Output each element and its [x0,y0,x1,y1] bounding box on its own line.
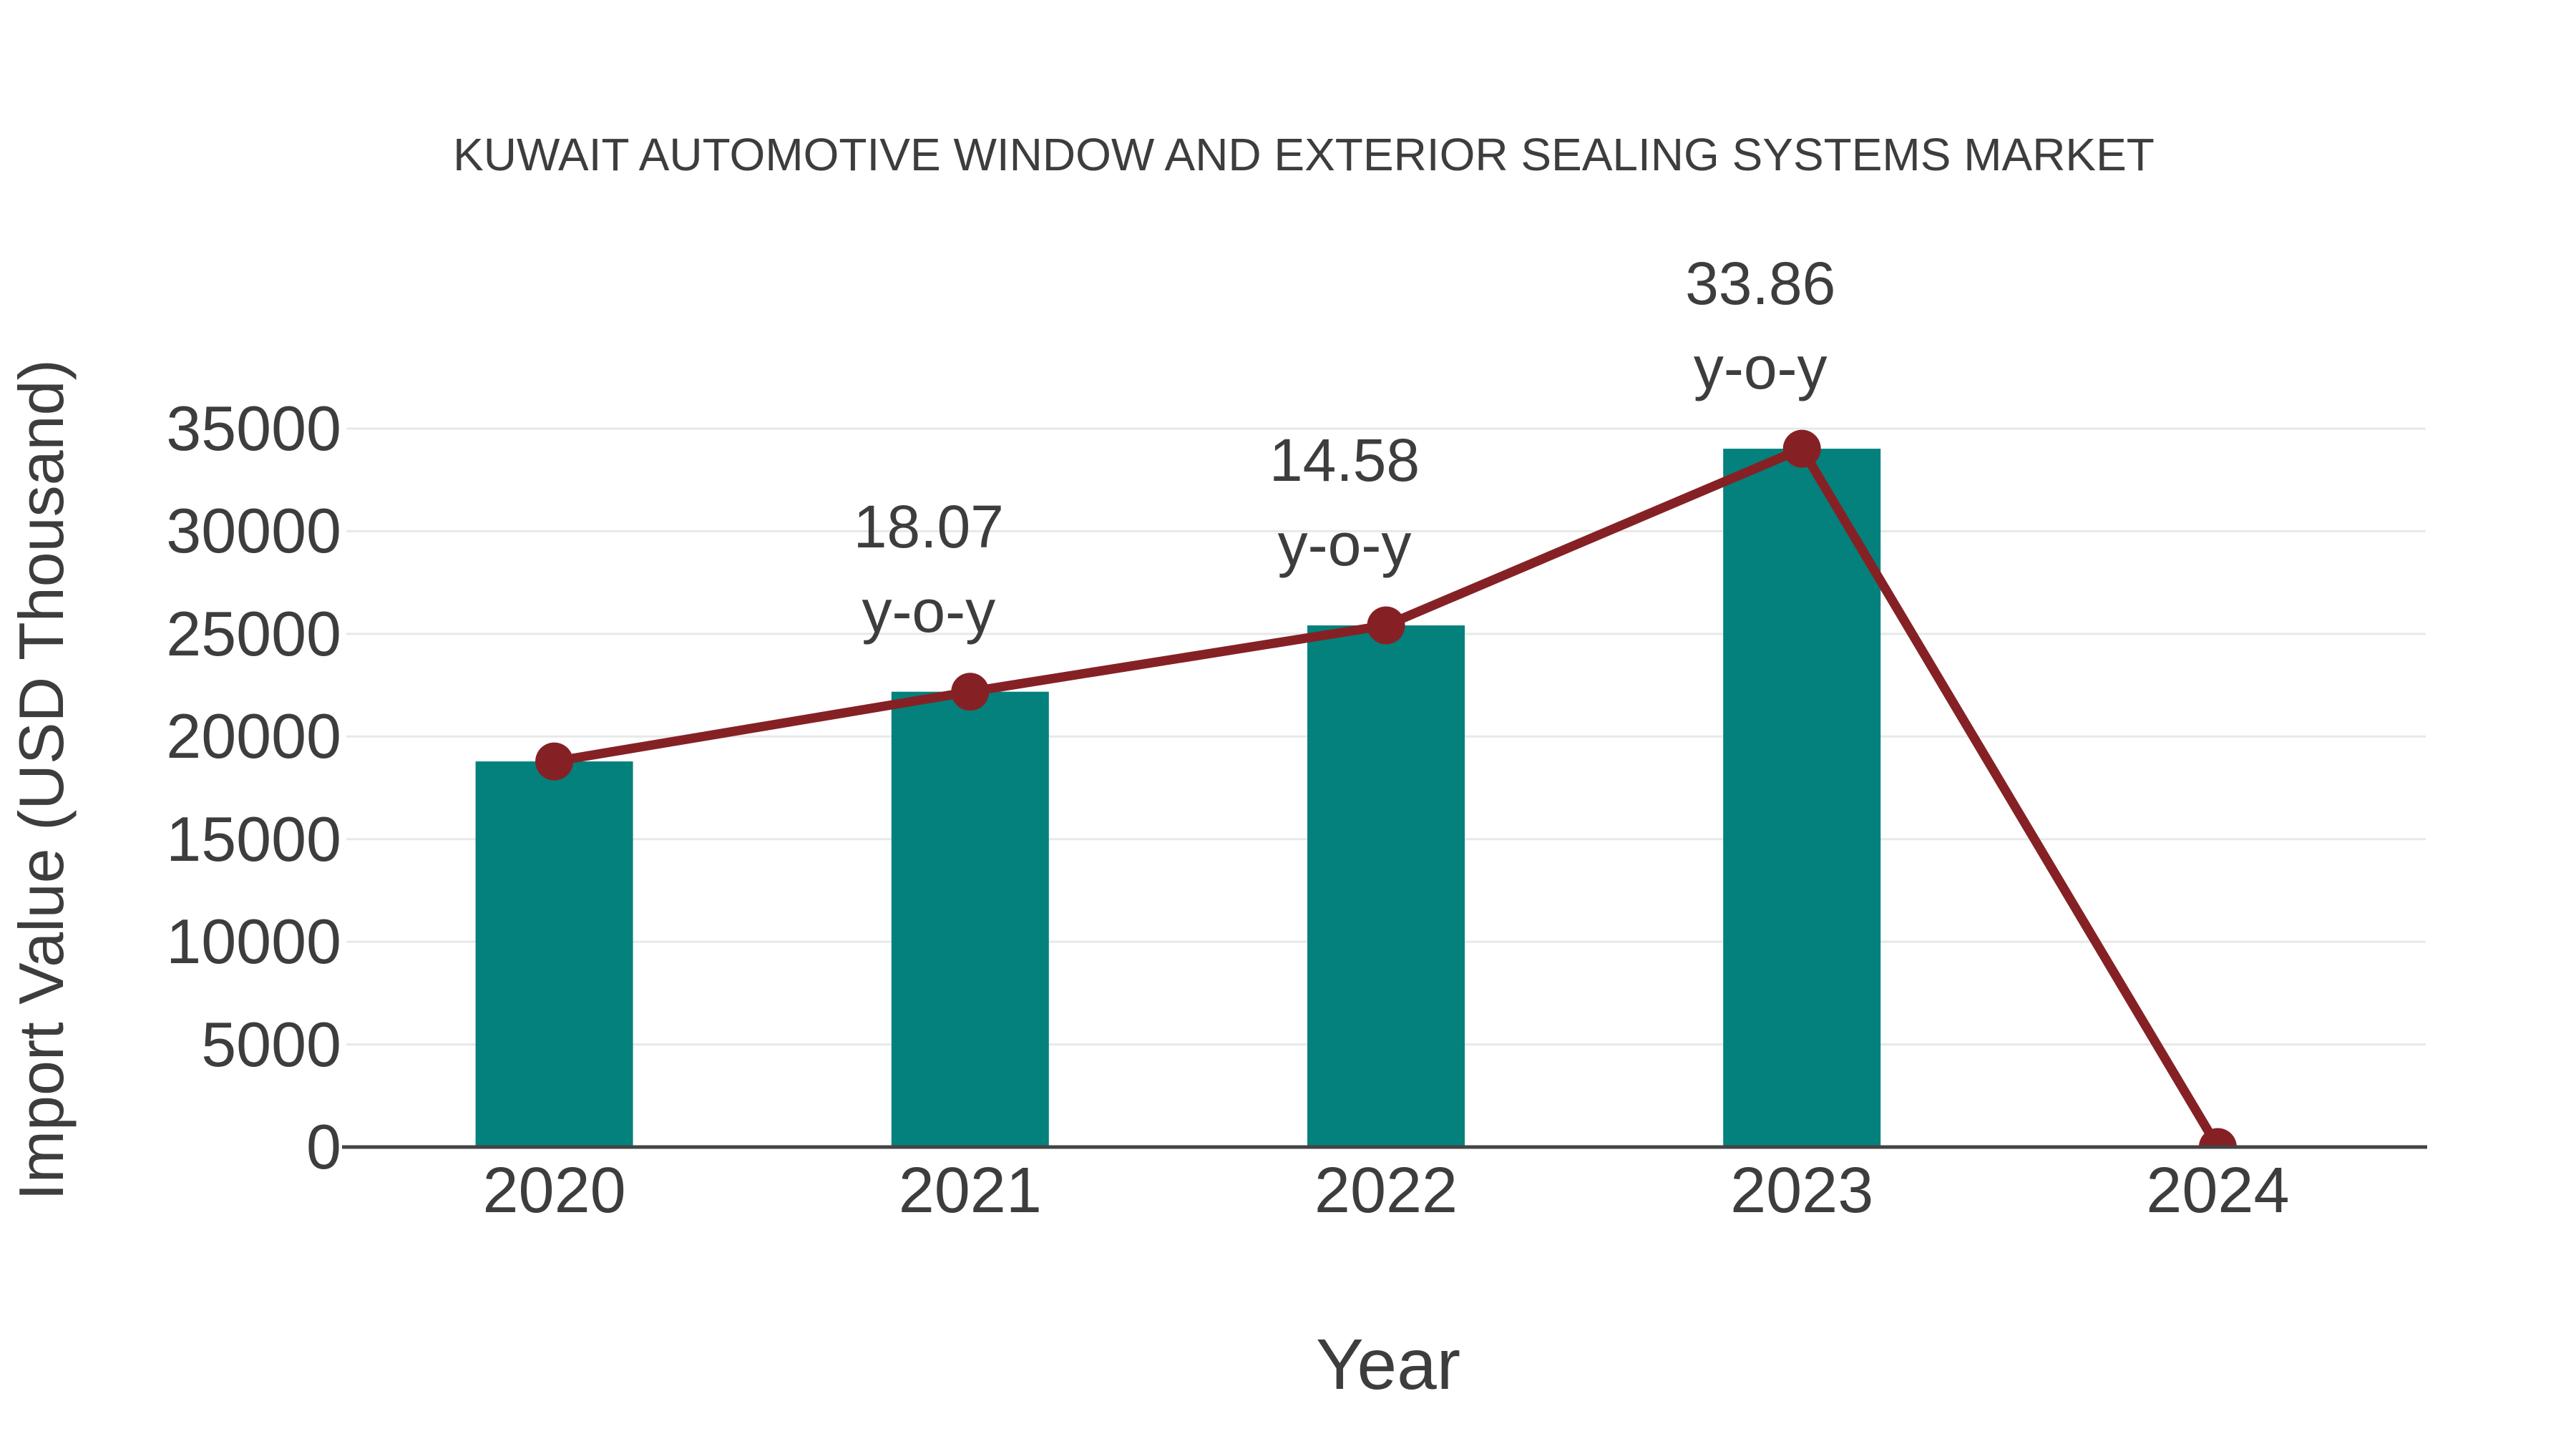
y-tick-label: 35000 [166,393,341,464]
bar-2021 [891,691,1049,1147]
annotation-value: 14.58 [1269,426,1420,494]
annotation-value: 33.86 [1685,250,1836,318]
annotation-sublabel: y-o-y [862,577,996,645]
x-tick-label: 2021 [898,1155,1042,1226]
bar-2023 [1723,449,1881,1147]
data-point-2021 [951,673,990,711]
chart-title: KUWAIT AUTOMOTIVE WINDOW AND EXTERIOR SE… [453,129,2155,180]
x-axis-title: Year [1315,1324,1461,1405]
y-tick-label: 0 [306,1111,341,1182]
annotation-sublabel: y-o-y [1693,334,1828,402]
y-tick-label: 5000 [201,1008,341,1080]
x-tick-label: 2024 [2146,1155,2290,1226]
data-point-2020 [535,742,574,781]
y-tick-label: 20000 [166,701,341,772]
bar-2022 [1307,625,1465,1147]
data-point-2022 [1367,606,1405,645]
x-tick-label: 2023 [1730,1155,1874,1226]
annotation-2023: 33.86 y-o-y [1685,241,1835,410]
y-tick-label: 10000 [166,906,341,977]
data-point-2023 [1782,429,1821,468]
annotation-2021: 18.07 y-o-y [854,484,1004,653]
annotation-sublabel: y-o-y [1277,511,1412,578]
y-tick-label: 30000 [166,495,341,567]
x-tick-label: 2020 [482,1155,626,1226]
annotation-value: 18.07 [853,492,1004,560]
bar-2020 [475,761,633,1147]
y-tick-label: 15000 [166,803,341,874]
data-point-2024 [2198,1128,2237,1147]
annotation-2022: 14.58 y-o-y [1269,418,1420,587]
y-tick-label: 25000 [166,597,341,669]
x-tick-label: 2022 [1314,1155,1458,1226]
